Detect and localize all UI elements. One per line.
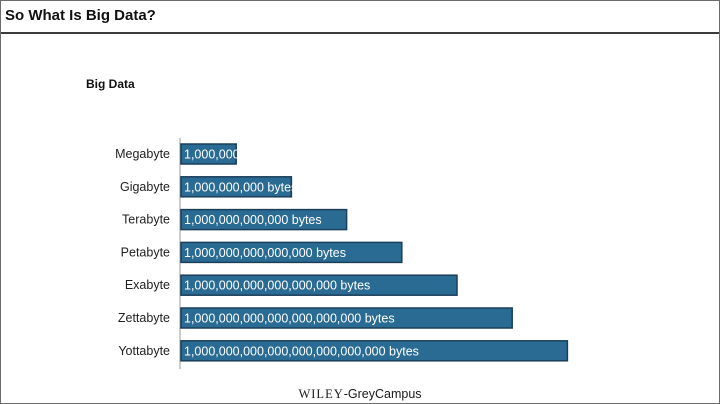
category-label-exabyte: Exabyte (125, 278, 170, 292)
bars-group: Megabyte 1,000,000 bytes Gigabyte 1,000,000… (115, 143, 569, 362)
footer-brand-primary: WILEY (298, 387, 344, 401)
bar-exabyte (180, 274, 458, 296)
slide-header: So What Is Big Data? (1, 1, 719, 34)
bar-zettabyte (180, 307, 513, 329)
bar-value-label-terabyte: 1,000,000,000,000 bytes (184, 213, 322, 227)
bar-yottabyte (180, 340, 569, 362)
bar-value-label-yottabyte: 1,000,000,000,000,000,000,000,000 bytes (184, 344, 419, 358)
category-label-yottabyte: Yottabyte (118, 344, 170, 358)
bar-value-label-megabyte: 1,000,000 bytes (184, 148, 273, 162)
bar-value-label-exabyte: 1,000,000,000,000,000,000 bytes (184, 279, 370, 293)
footer-brand-secondary: -GreyCampus (343, 387, 422, 401)
bar-gigabyte (180, 176, 293, 198)
slide-title: So What Is Big Data? (5, 7, 156, 24)
category-label-petabyte: Petabyte (121, 245, 170, 259)
category-label-terabyte: Terabyte (122, 213, 170, 227)
footer-brand: WILEY-GreyCampus (1, 387, 719, 402)
category-label-megabyte: Megabyte (115, 147, 170, 161)
bar-chart: Megabyte 1,000,000 bytes Gigabyte 1,000,000… (115, 138, 569, 369)
category-label-gigabyte: Gigabyte (120, 180, 170, 194)
bar-value-label-zettabyte: 1,000,000,000,000,000,000,000 bytes (184, 312, 395, 326)
bar-value-label-gigabyte: 1,000,000,000 bytes (184, 180, 297, 194)
section-label: Big Data (86, 77, 135, 91)
bar-terabyte (180, 208, 348, 231)
bar-megabyte (180, 143, 237, 165)
category-label-zettabyte: Zettabyte (118, 311, 170, 325)
bar-petabyte (180, 241, 403, 264)
bar-value-label-petabyte: 1,000,000,000,000,000 bytes (184, 246, 346, 260)
